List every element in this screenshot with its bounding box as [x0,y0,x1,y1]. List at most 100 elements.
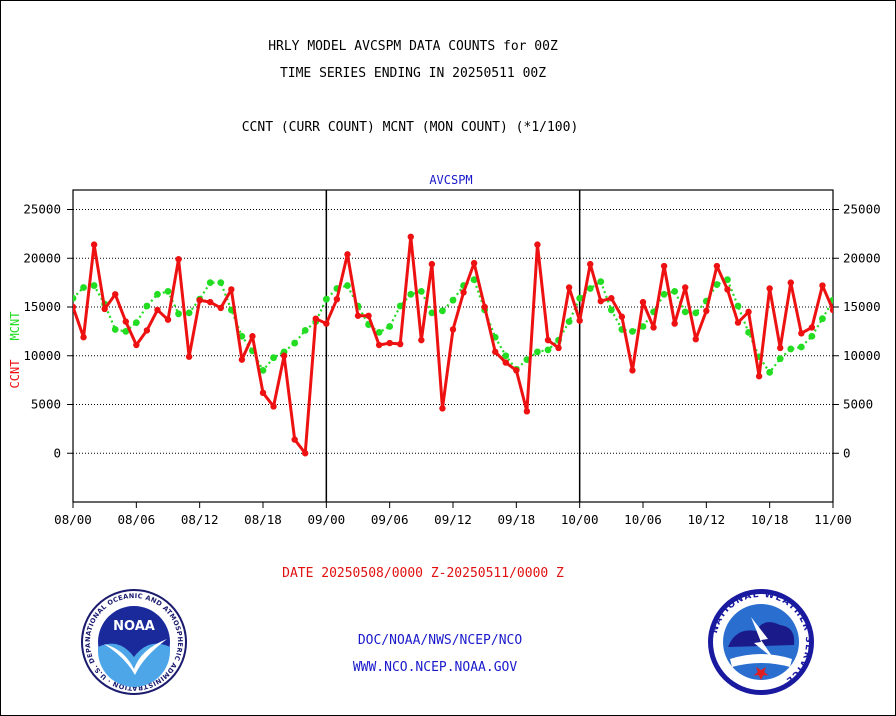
point-ccnt [449,326,457,333]
y-tick-label-right: 20000 [843,250,881,265]
point-ccnt [291,436,298,443]
point-mcnt [776,355,784,363]
point-ccnt [513,367,520,374]
point-ccnt [73,303,77,311]
point-ccnt [660,262,668,270]
point-ccnt [682,284,689,291]
y-tick-label-right: 25000 [843,202,881,217]
x-tick-label: 08/00 [54,512,92,527]
x-tick-label: 11/00 [814,512,852,527]
point-ccnt [133,341,140,349]
point-ccnt [249,333,256,340]
x-tick-label: 08/12 [181,512,219,527]
point-mcnt [428,309,436,317]
chart-title-line1: HRLY MODEL AVCSPM DATA COUNTS for 00Z [268,39,558,54]
point-ccnt [502,359,509,366]
point-ccnt [481,303,488,311]
point-mcnt [73,294,77,302]
axes [67,189,839,508]
y-axis-label: CCNT MCNT [8,312,22,389]
point-mcnt [734,302,742,310]
point-ccnt [397,340,404,348]
point-ccnt [280,352,288,359]
point-ccnt [523,408,531,415]
point-ccnt [555,344,562,352]
y-tick-label-left: 0 [53,445,61,460]
tick-labels: 08/00 08/06 08/12 08/18 09/00 09/06 09/12 09/18… [8,173,881,527]
point-mcnt [185,309,193,317]
x-tick-label: 09/18 [498,512,536,527]
point-ccnt [270,403,277,410]
point-ccnt [703,307,710,315]
point-mcnt [375,328,383,336]
point-ccnt [428,260,436,268]
y-tick-label-left: 10000 [23,348,61,363]
point-ccnt [650,324,657,331]
point-mcnt [639,323,647,330]
org-label: DOC/NOAA/NWS/NCEP/NCO [357,633,523,648]
point-ccnt [418,336,425,344]
point-mcnt [90,282,98,289]
x-tick-label: 09/12 [434,512,472,527]
point-mcnt [132,319,140,326]
x-tick-label: 08/06 [118,512,156,527]
point-mcnt [175,310,182,318]
y-tick-label-right: 0 [843,445,851,460]
point-ccnt [407,233,414,240]
point-ccnt [470,259,478,267]
y-tick-label-right: 15000 [843,299,881,314]
point-ccnt [143,327,151,334]
point-mcnt [143,302,151,310]
point-ccnt [323,320,330,327]
point-ccnt [534,241,541,248]
point-mcnt [544,346,552,354]
point-ccnt [207,298,214,306]
point-ccnt [544,336,552,344]
chart-title-line2: TIME SERIES ENDING IN 20250511 00Z [279,66,547,81]
point-ccnt [175,256,182,263]
point-ccnt [576,317,583,324]
point-ccnt [101,305,108,313]
point-ccnt [217,304,224,312]
point-mcnt [597,278,605,286]
point-ccnt [734,319,742,326]
point-ccnt [460,289,467,296]
point-ccnt [798,330,805,337]
point-mcnt [660,290,668,298]
point-mcnt [586,285,594,292]
point-ccnt [386,339,393,347]
point-ccnt [302,450,309,457]
point-ccnt [333,296,341,303]
chart-legend-description: CCNT (CURR COUNT) MCNT (MON COUNT) (*1/1… [241,120,579,135]
point-mcnt [787,345,795,353]
point-ccnt [755,373,763,380]
point-mcnt [291,339,299,347]
y-axis-label-ccnt: CCNT [8,360,22,389]
point-mcnt [724,276,731,284]
point-mcnt [270,354,277,362]
point-mcnt [322,295,330,303]
website-label: WWW.NCO.NCEP.NOAA.GOV [352,660,518,675]
point-ccnt [112,291,119,298]
date-range-label: DATE 20250508/0000 Z-20250511/0000 Z [282,566,564,581]
point-ccnt [365,312,372,319]
x-tick-label: 10/18 [751,512,789,527]
point-ccnt [90,241,98,248]
point-mcnt [576,294,584,302]
point-mcnt [111,326,119,333]
point-ccnt [164,316,172,323]
point-mcnt [502,352,510,360]
point-mcnt [808,332,816,340]
y-tick-label-right: 5000 [843,397,873,412]
noaa-logo: NATIONAL OCEANIC AND ATMOSPHERIC ADMINIS… [79,587,187,695]
point-ccnt [787,279,794,286]
point-ccnt [724,286,731,293]
point-ccnt [597,297,604,305]
point-ccnt [565,284,573,291]
y-tick-label-left: 15000 [23,299,61,314]
plot-title: AVCSPM [429,173,472,187]
x-tick-label: 09/00 [308,512,346,527]
series-ccnt [73,233,833,457]
point-ccnt [122,318,129,325]
